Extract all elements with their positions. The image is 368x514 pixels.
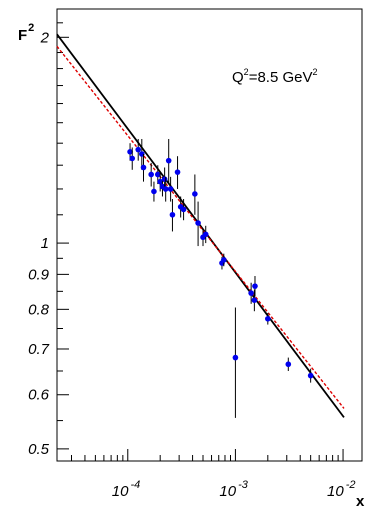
y-tick-label: 0.6 <box>28 387 50 404</box>
data-point <box>151 188 157 195</box>
data-point <box>154 171 161 178</box>
x-tick-label: 10 -2 <box>327 479 355 500</box>
y-tick-label: 0.5 <box>28 441 50 458</box>
data-point <box>307 372 314 379</box>
data-point <box>135 146 142 153</box>
data-point <box>220 257 227 263</box>
dashed-fit-line <box>56 45 345 409</box>
data-point <box>169 211 176 218</box>
data-point <box>174 169 181 175</box>
x-tick-label: 10 -4 <box>112 479 140 500</box>
data-point <box>165 157 172 164</box>
data-point <box>127 148 133 155</box>
y-tick-label: 0.7 <box>28 341 50 358</box>
data-point <box>129 155 136 162</box>
data-point <box>148 171 154 178</box>
data-point <box>167 186 174 192</box>
x-axis-ticks: 10 -4 10 -3 10 -2 <box>70 449 356 500</box>
data-point <box>162 186 169 192</box>
y-tick-label: 2 <box>40 29 50 46</box>
data-point <box>251 297 258 304</box>
data-point <box>232 354 239 361</box>
solid-fit-line <box>56 33 345 418</box>
y-axis-title: F2 <box>18 22 34 44</box>
y-tick-label: 0.8 <box>28 301 50 318</box>
data-point <box>161 176 168 183</box>
x-tick-label: 10 -3 <box>219 479 248 500</box>
data-point <box>192 191 198 197</box>
data-point <box>195 220 201 226</box>
x-axis-title: x <box>356 493 365 510</box>
q2-annotation: Q2=8.5 GeV2 <box>232 67 318 86</box>
y-tick-label: 0.9 <box>28 266 50 283</box>
data-point <box>140 164 147 171</box>
y-tick-label: 1 <box>41 235 49 252</box>
data-point <box>157 178 163 185</box>
data-point <box>265 315 271 322</box>
data-point <box>202 231 209 238</box>
data-points <box>127 138 314 418</box>
plot-frame <box>56 8 363 462</box>
fit-lines <box>56 33 345 418</box>
data-point <box>252 283 258 289</box>
data-point <box>285 361 292 368</box>
data-point <box>248 290 254 296</box>
y-axis-ticks: 2 1 0.9 0.8 0.7 0.6 0.5 <box>28 22 69 458</box>
data-point <box>180 206 187 213</box>
